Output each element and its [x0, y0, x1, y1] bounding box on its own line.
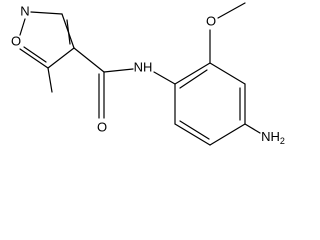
bond [179, 69, 208, 89]
bond [153, 71, 176, 85]
atom-label: N [20, 3, 29, 18]
atom-label: O [206, 13, 216, 28]
bond [209, 123, 246, 146]
atom-label-subscript: 2 [280, 136, 285, 146]
bond [30, 11, 63, 15]
atom-label: O [97, 119, 107, 134]
atom-label: O [11, 33, 21, 48]
bond [19, 48, 49, 69]
bond [174, 123, 211, 146]
bond [103, 68, 134, 73]
bond [179, 120, 210, 140]
bond [217, 2, 246, 19]
bonds [19, 2, 261, 146]
atom-label: NH [134, 59, 153, 74]
bond [47, 67, 53, 93]
bond [47, 47, 75, 69]
atom-label: NH2 [261, 129, 285, 146]
bond [209, 62, 246, 85]
bond [174, 62, 211, 85]
bond [73, 47, 105, 73]
atom-label-main: NH [261, 129, 280, 144]
bond [244, 123, 261, 134]
bond [19, 18, 26, 36]
bond [23, 46, 47, 63]
bond [66, 19, 71, 45]
structure-diagram: N O O NH O NH2 [11, 2, 285, 146]
